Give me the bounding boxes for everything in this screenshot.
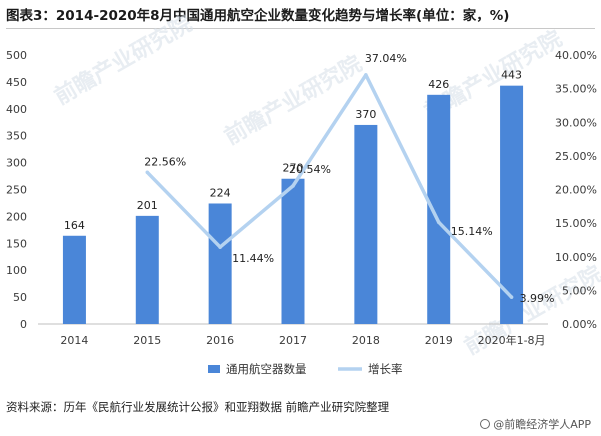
x-tick-label: 2014	[60, 334, 88, 347]
bar	[281, 178, 305, 324]
y-left-tick-label: 250	[6, 184, 27, 197]
y-left-tick-label: 450	[6, 76, 27, 89]
x-tick-label: 2016	[206, 334, 234, 347]
bar	[500, 85, 524, 324]
line-point	[145, 170, 150, 175]
watermark-text: 前瞻产业研究院	[220, 51, 366, 151]
line-data-labels: 22.56% 11.44% 20.54% 37.04% 15.14% 3.99%	[144, 52, 554, 305]
y-left-tick-label: 50	[13, 291, 27, 304]
bar-series	[62, 85, 524, 324]
line-value-label: 22.56%	[144, 155, 186, 168]
x-tick-label: 2019	[425, 334, 453, 347]
y-left-tick-label: 300	[6, 157, 27, 170]
y-left-tick-label: 500	[6, 49, 27, 62]
title-divider	[6, 28, 595, 29]
bar	[427, 94, 451, 324]
legend-bar-label: 通用航空器数量	[226, 362, 307, 376]
x-tick-label: 2018	[352, 334, 380, 347]
bar	[62, 235, 86, 324]
y-right-tick-label: 20.00%	[555, 184, 597, 197]
bar-data-labels: 164 201 224 270 370 426 443	[64, 69, 522, 232]
growth-rate-line	[146, 73, 513, 299]
y-left-tick-label: 400	[6, 103, 27, 116]
line-value-label: 37.04%	[365, 52, 407, 65]
x-tick-label: 2020年1-8月	[478, 333, 546, 347]
chart-title: 图表3：2014-2020年8月中国通用航空企业数量变化趋势与增长率(单位：家，…	[6, 8, 510, 24]
bar	[135, 215, 159, 324]
bar-value-label: 224	[210, 186, 231, 199]
line-point	[436, 220, 441, 224]
brand-icon	[480, 419, 491, 429]
brand-text: @前瞻经济学人APP	[493, 418, 591, 431]
line-point	[509, 295, 514, 299]
line-value-label: 11.44%	[232, 252, 274, 265]
bar	[208, 203, 232, 324]
y-left-tick-label: 150	[6, 237, 27, 250]
bar-value-label: 443	[501, 69, 522, 82]
line-point	[218, 245, 222, 249]
y-left-tick-label: 350	[6, 130, 27, 143]
y-right-tick-label: 40.00%	[555, 49, 597, 62]
y-left-tick-label: 0	[20, 318, 27, 331]
y-right-tick-label: 30.00%	[555, 116, 597, 129]
legend-line-label: 增长率	[368, 362, 403, 376]
line-point	[364, 73, 368, 77]
bar-value-label: 270	[283, 162, 304, 175]
y-right-tick-label: 25.00%	[555, 150, 597, 163]
y-right-tick-label: 5.00%	[562, 284, 597, 297]
bar-value-label: 426	[428, 78, 449, 91]
y-right-tick-label: 15.00%	[555, 217, 597, 230]
y-left-axis: 0 50 100 150 200 250 300 350 400 450 500	[6, 49, 27, 331]
legend: 通用航空器数量 增长率	[208, 362, 403, 376]
brand-credit: @前瞻经济学人APP	[480, 416, 591, 432]
line-value-label: 15.14%	[451, 225, 493, 238]
x-tick-label: 2015	[133, 334, 161, 347]
x-tick-label: 2017	[279, 334, 307, 347]
y-right-tick-label: 0.00%	[562, 318, 597, 331]
line-point	[291, 184, 295, 188]
y-left-tick-label: 100	[6, 264, 27, 277]
line-series	[145, 73, 514, 299]
source-note: 资料来源：历年《民航行业发展统计公报》和亚翔数据 前瞻产业研究院整理	[6, 400, 390, 414]
y-right-tick-label: 35.00%	[555, 83, 597, 96]
bar	[354, 124, 378, 324]
bar-value-label: 164	[64, 219, 85, 232]
line-value-label: 3.99%	[520, 292, 555, 305]
y-right-tick-label: 10.00%	[555, 251, 597, 264]
bar-value-label: 201	[137, 199, 158, 212]
x-axis: 2014 2015 2016 2017 2018 2019 2020年1-8月	[60, 333, 545, 347]
line-value-label: 20.54%	[289, 163, 331, 176]
legend-bar-swatch	[208, 365, 220, 373]
y-right-axis: 0.00% 5.00% 10.00% 15.00% 20.00% 25.00% 30.00%…	[555, 49, 597, 331]
bar-value-label: 370	[355, 108, 376, 121]
watermark-text: 前瞻产业研究院	[50, 11, 196, 111]
y-left-tick-label: 200	[6, 210, 27, 223]
